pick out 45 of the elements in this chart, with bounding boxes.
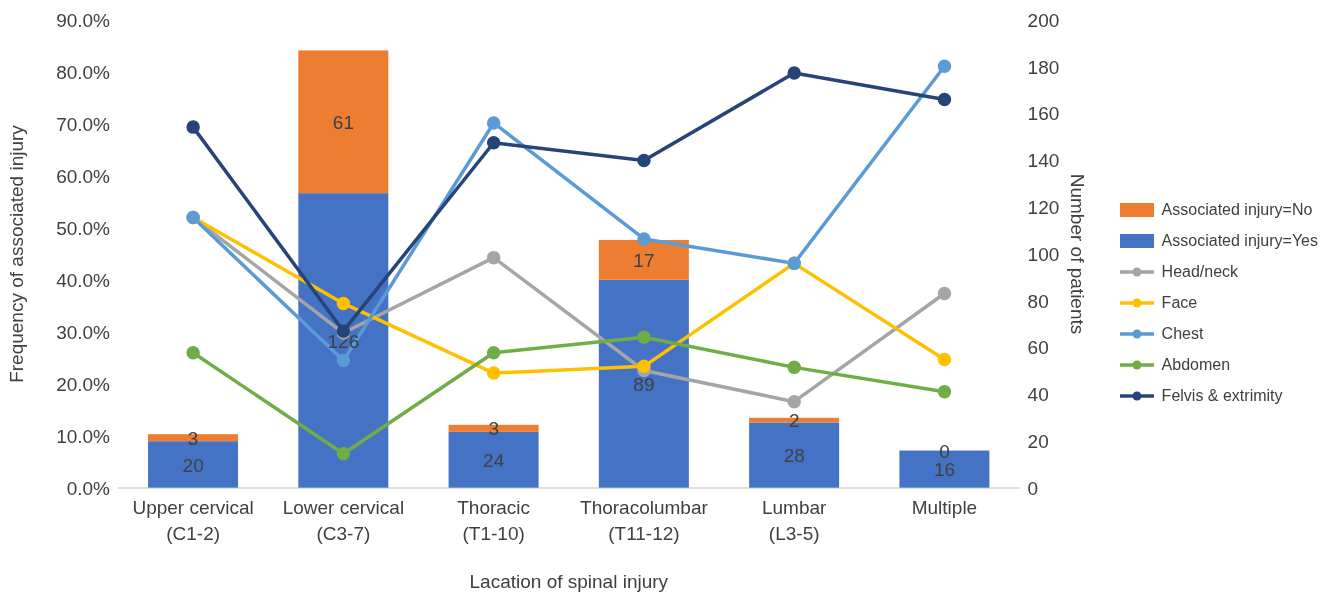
y2-tick-label: 0 <box>1027 477 1039 499</box>
data-label: 61 <box>332 111 354 133</box>
y-tick-label: 0.0% <box>66 477 111 499</box>
legend-label: Abdomen <box>1161 356 1231 374</box>
x-tick-label: Upper cervical (C1-2) <box>132 497 254 544</box>
legend-label: Felvis & extrimity <box>1161 387 1283 405</box>
y2-tick-label: 180 <box>1027 56 1060 78</box>
y2-tick-label: 20 <box>1027 430 1049 452</box>
y-tick-label: 50.0% <box>56 217 111 239</box>
y-tick-label: 30.0% <box>56 321 111 343</box>
data-label: 89 <box>633 373 655 395</box>
x-tick-label: Lower cervical (C3-7) <box>282 497 405 544</box>
data-label: 24 <box>483 449 505 471</box>
y2-tick-label: 60 <box>1027 337 1049 359</box>
y-tick-label: 70.0% <box>56 113 111 135</box>
legend-label: Head/neck <box>1161 263 1239 281</box>
y2-tick-label: 120 <box>1027 196 1060 218</box>
y2-tick-label: 140 <box>1027 150 1060 172</box>
y2-tick-label: 80 <box>1027 290 1049 312</box>
y-tick-label: 90.0% <box>56 9 111 31</box>
y-tick-label: 10.0% <box>56 425 111 447</box>
y-tick-label: 40.0% <box>56 269 111 291</box>
legend-label: Face <box>1161 294 1198 312</box>
x-axis-title: Lacation of spinal injury <box>469 571 669 592</box>
data-label: 17 <box>633 249 655 271</box>
y2-tick-label: 100 <box>1027 243 1060 265</box>
y-tick-label: 80.0% <box>56 61 111 83</box>
data-label: 28 <box>783 445 805 467</box>
y2-tick-label: 160 <box>1027 103 1060 125</box>
x-tick-label: Thoracic (T1-10) <box>457 497 531 544</box>
data-label: 20 <box>182 454 204 476</box>
y2-tick-label: 40 <box>1027 384 1049 406</box>
legend-label: Associated injury=Yes <box>1161 232 1318 250</box>
y-tick-label: 20.0% <box>56 373 111 395</box>
y-axis-title: Frequency of associated injury <box>5 124 27 383</box>
x-tick-label: Lumbar (L3-5) <box>762 497 828 544</box>
x-tick-label: Multiple <box>911 497 978 518</box>
y-tick-label: 60.0% <box>56 165 111 187</box>
data-label: 16 <box>933 459 956 481</box>
x-tick-label: Thoracolumbar (T11-12) <box>580 497 709 544</box>
legend-label: Associated injury=No <box>1161 201 1313 219</box>
legend-label: Chest <box>1161 325 1204 343</box>
data-label: 2 <box>788 410 800 432</box>
y2-axis-title: Number of patients <box>1066 173 1088 335</box>
y2-tick-label: 200 <box>1027 9 1060 31</box>
